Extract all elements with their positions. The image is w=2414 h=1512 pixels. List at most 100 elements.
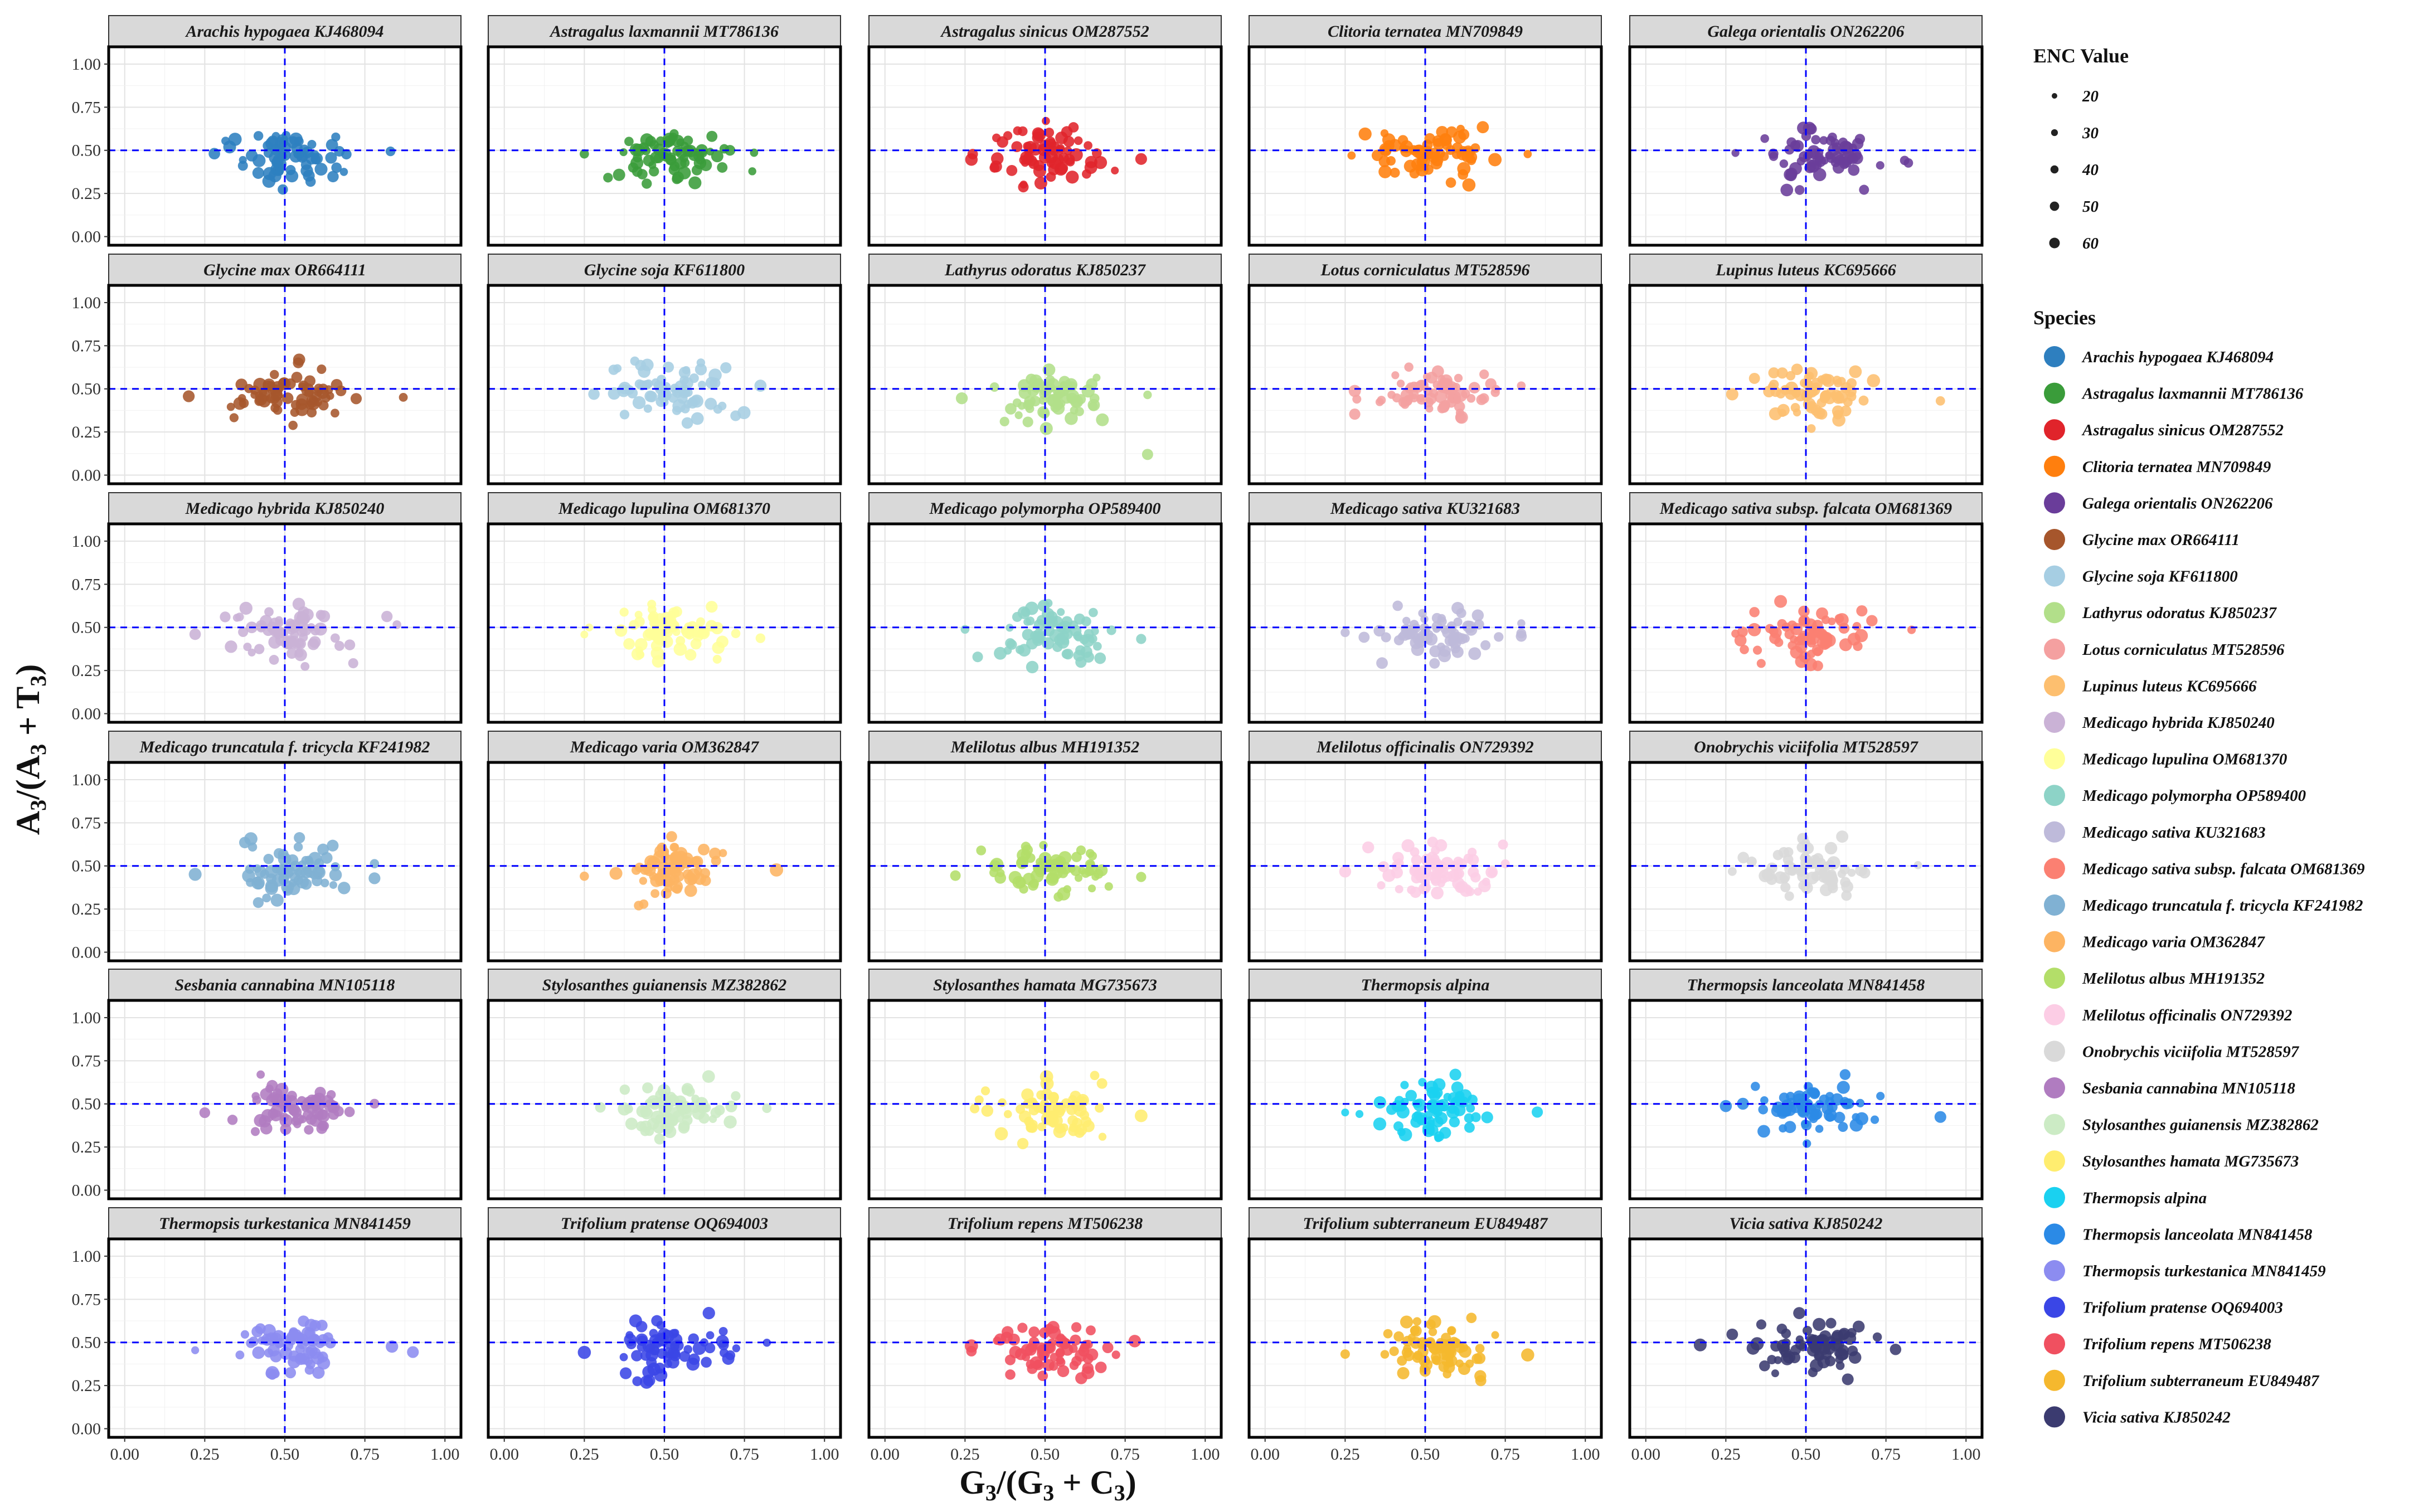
species-legend-key (2044, 455, 2065, 477)
data-point (1393, 1121, 1403, 1131)
y-tick-label: 0.00 (72, 1420, 101, 1438)
data-point (263, 380, 274, 392)
data-point (1840, 382, 1852, 393)
species-legend-label: Trifolium subterraneum EU849487 (2082, 1372, 2320, 1390)
y-tick-label: 0.50 (72, 1095, 101, 1114)
data-point (309, 1094, 323, 1107)
data-point (706, 1331, 715, 1340)
data-point (1420, 623, 1430, 633)
data-point (1431, 1355, 1441, 1365)
data-point (333, 1106, 344, 1117)
data-point (1813, 853, 1824, 864)
data-point (1074, 874, 1083, 882)
data-point (664, 1360, 672, 1368)
data-point (1075, 1372, 1087, 1384)
data-point (270, 370, 279, 380)
data-point (348, 658, 358, 669)
data-point (1405, 384, 1414, 394)
species-legend-label: Clitoria ternatea MN709849 (2082, 458, 2271, 476)
data-point (1136, 634, 1147, 644)
data-point (249, 1336, 259, 1346)
x-tick-label: 0.00 (1631, 1445, 1660, 1464)
data-point (1402, 616, 1411, 625)
size-legend-key (2051, 129, 2058, 137)
data-point (286, 1331, 297, 1342)
data-point (1811, 135, 1821, 144)
data-point (1795, 1335, 1804, 1344)
data-point (300, 159, 312, 171)
data-point (1913, 861, 1922, 869)
data-point (368, 872, 381, 884)
data-point (619, 607, 629, 617)
data-point (688, 1333, 699, 1344)
data-point (1771, 1369, 1779, 1378)
data-point (1012, 398, 1022, 407)
data-point (731, 629, 741, 639)
data-point (965, 1339, 978, 1353)
data-point (1395, 884, 1403, 893)
data-point (1377, 396, 1386, 405)
data-point (624, 137, 634, 147)
data-point (1088, 401, 1098, 411)
data-point (1074, 136, 1083, 145)
data-point (624, 385, 634, 395)
data-point (1823, 1342, 1835, 1355)
data-point (1088, 884, 1096, 893)
data-point (1488, 868, 1497, 877)
data-point (1834, 390, 1848, 404)
data-point (1403, 159, 1417, 173)
species-legend-label: Glycine max OR664111 (2082, 531, 2240, 549)
data-point (265, 882, 278, 895)
data-point (317, 364, 327, 375)
facet-strip-label: Medicago polymorpha OP589400 (929, 499, 1161, 518)
data-point (640, 133, 654, 147)
species-legend-label: Thermopsis lanceolata MN841458 (2082, 1226, 2313, 1243)
facet-strip-label: Medicago varia OM362847 (570, 738, 759, 756)
data-point (189, 628, 201, 640)
y-tick-label: 0.00 (72, 1182, 101, 1200)
data-point (1841, 881, 1853, 893)
y-tick-label: 0.50 (72, 1334, 101, 1352)
data-point (298, 606, 309, 618)
data-point (1066, 171, 1079, 184)
data-point (1004, 1354, 1016, 1365)
data-point (1693, 1338, 1707, 1351)
x-tick-label: 1.00 (430, 1445, 460, 1464)
data-point (619, 1353, 628, 1362)
data-point (307, 140, 317, 149)
y-tick-label: 0.00 (72, 466, 101, 485)
data-point (701, 1357, 712, 1368)
data-point (329, 868, 342, 882)
data-point (647, 605, 657, 614)
data-point (653, 873, 663, 882)
data-point (254, 879, 264, 889)
data-point (643, 404, 652, 413)
data-point (1085, 859, 1095, 869)
facet-panel: Thermopsis lanceolata MN841458 (1628, 969, 1984, 1200)
data-point (1789, 162, 1802, 175)
data-point (640, 1126, 650, 1136)
x-tick-label: 0.00 (870, 1445, 900, 1464)
data-point (1136, 872, 1147, 882)
panel-border (1247, 761, 1603, 962)
data-point (708, 368, 722, 382)
data-point (1427, 837, 1438, 848)
facet-strip-label: Melilotus officinalis ON729392 (1316, 738, 1533, 756)
data-point (674, 380, 687, 393)
size-legend-label: 60 (2082, 235, 2099, 252)
y-tick-label: 0.75 (72, 98, 101, 116)
data-point (253, 131, 264, 141)
x-tick-label: 0.75 (730, 1445, 759, 1464)
data-point (191, 1346, 200, 1354)
data-point (1011, 141, 1023, 153)
panel-border (1247, 45, 1603, 247)
species-legend-key (2044, 419, 2065, 441)
data-point (1801, 852, 1810, 860)
data-point (655, 1114, 664, 1122)
facet-panel: Lotus corniculatus MT528596 (1247, 254, 1603, 485)
data-point (1096, 413, 1109, 426)
data-point (649, 166, 659, 177)
facet-strip-label: Trifolium subterraneum EU849487 (1303, 1214, 1548, 1233)
y-tick-label: 1.00 (72, 55, 101, 74)
data-point (305, 1114, 317, 1125)
